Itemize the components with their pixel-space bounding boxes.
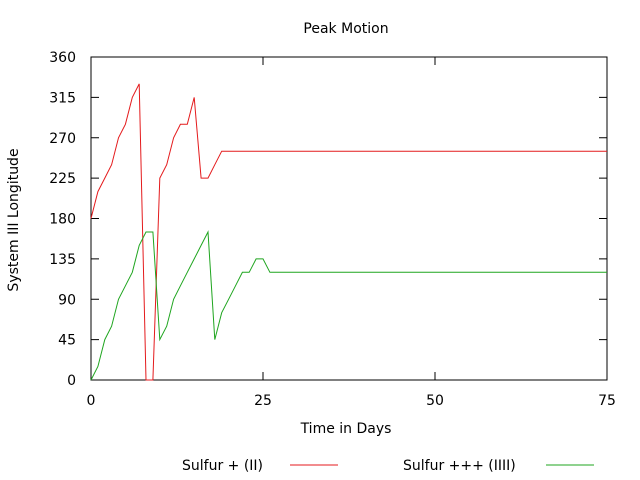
chart-title: Peak Motion	[303, 21, 388, 37]
legend-label-series-2: Sulfur +++ (IIII)	[403, 458, 516, 474]
y-tick-label: 315	[49, 90, 76, 106]
y-tick-label: 270	[49, 131, 76, 147]
y-tick-label: 180	[49, 212, 76, 228]
y-tick-label: 360	[49, 50, 76, 66]
series-line-2	[90, 230, 607, 381]
y-tick-label: 0	[67, 373, 76, 389]
x-tick-label: 75	[598, 393, 616, 409]
y-tick-label: 45	[58, 333, 76, 349]
x-tick-label: 0	[87, 393, 96, 409]
x-tick-label: 50	[426, 393, 444, 409]
axis-ticks: 0 45 90 135 180 225 270 315 360 0 25 50 75	[49, 50, 616, 409]
y-tick-label: 135	[49, 252, 76, 268]
series-lines	[90, 83, 607, 381]
legend-label-series-1: Sulfur + (II)	[182, 458, 263, 474]
series-line-1	[90, 83, 607, 381]
y-axis-label: System III Longitude	[6, 148, 22, 291]
x-axis-label: Time in Days	[300, 421, 392, 437]
y-tick-label: 90	[58, 292, 76, 308]
x-tick-label: 25	[254, 393, 272, 409]
plot-frame	[90, 56, 608, 381]
y-tick-label: 225	[49, 171, 76, 187]
